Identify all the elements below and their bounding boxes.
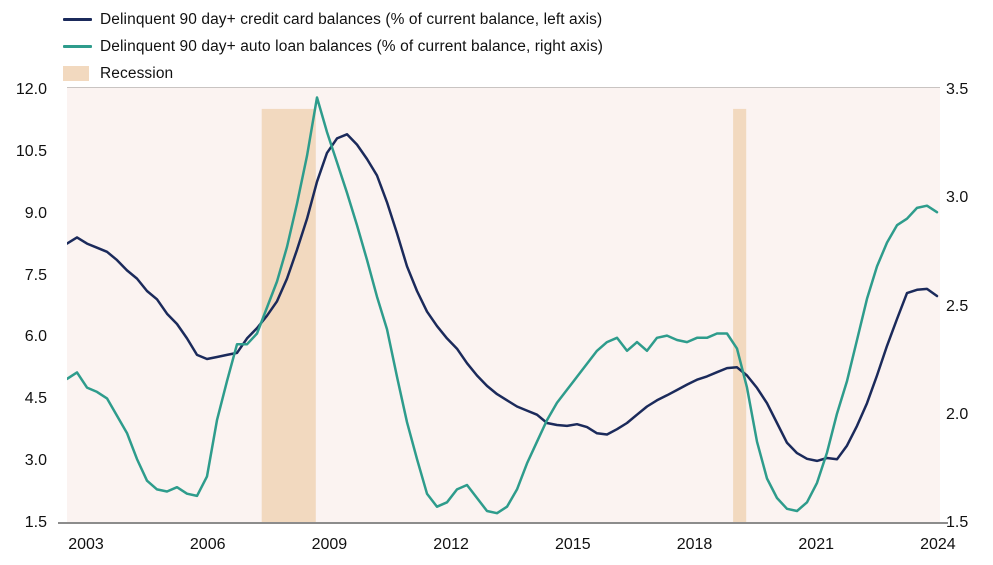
auto-loan-line <box>67 96 939 515</box>
plot-area <box>67 87 940 524</box>
x-tick-2024: 2024 <box>920 536 956 553</box>
y-left-tick-7.5: 7.5 <box>24 266 47 284</box>
y-left-tick-3.0: 3.0 <box>24 452 47 470</box>
chart-legend: Delinquent 90 day+ credit card balances … <box>63 6 603 87</box>
legend-label-auto-loan: Delinquent 90 day+ auto loan balances (%… <box>100 37 604 55</box>
y-right-tick-2.0: 2.0 <box>946 405 969 423</box>
y-right-tick-1.5: 1.5 <box>946 514 969 531</box>
x-tick-2003: 2003 <box>68 536 104 553</box>
recession-band <box>261 108 316 524</box>
credit-card-line <box>67 133 939 463</box>
y-left-tick-9.0: 9.0 <box>24 204 47 222</box>
y-left-tick-6.0: 6.0 <box>24 328 47 346</box>
y-right-tick-2.5: 2.5 <box>946 297 969 315</box>
y-right-tick-3.0: 3.0 <box>946 189 969 207</box>
recession-swatch-icon <box>63 66 89 81</box>
legend-item-auto-loan: Delinquent 90 day+ auto loan balances (%… <box>63 33 603 60</box>
legend-item-recession: Recession <box>63 60 603 87</box>
legend-label-recession: Recession <box>100 64 174 82</box>
x-tick-2015: 2015 <box>555 536 591 553</box>
x-axis-line <box>58 522 948 524</box>
x-tick-2018: 2018 <box>676 536 713 553</box>
y-right-tick-3.5: 3.5 <box>946 81 969 98</box>
legend-item-credit-card: Delinquent 90 day+ credit card balances … <box>63 6 603 33</box>
plot-canvas <box>67 96 939 524</box>
y-left-tick-4.5: 4.5 <box>24 390 47 408</box>
x-tick-2006: 2006 <box>189 536 226 553</box>
x-tick-2009: 2009 <box>311 536 348 553</box>
legend-label-credit-card: Delinquent 90 day+ credit card balances … <box>100 10 603 28</box>
y-left-tick-12.0: 12.0 <box>15 81 47 98</box>
x-tick-2012: 2012 <box>433 536 469 553</box>
auto-loan-line-swatch-icon <box>63 45 92 48</box>
recession-band <box>733 108 747 524</box>
y-left-tick-1.5: 1.5 <box>24 514 47 531</box>
x-tick-2021: 2021 <box>798 536 834 553</box>
credit-card-line-swatch-icon <box>63 18 92 21</box>
y-left-tick-10.5: 10.5 <box>15 142 47 160</box>
